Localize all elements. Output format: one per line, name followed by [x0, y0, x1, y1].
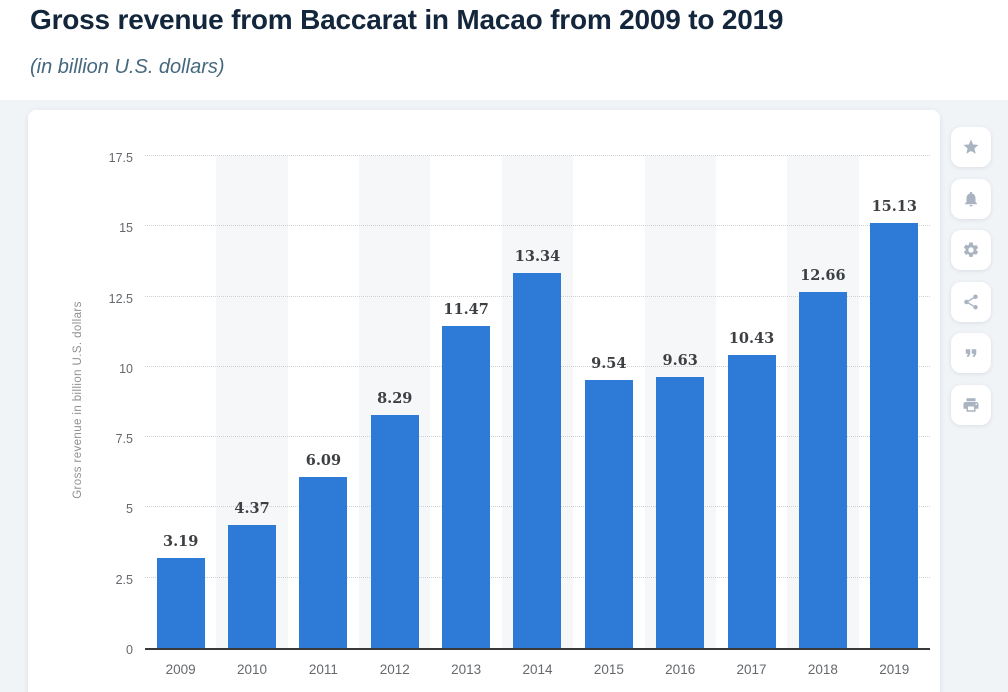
quote-icon [965, 349, 977, 357]
bar-value-label: 4.37 [234, 500, 270, 518]
star-icon [963, 139, 979, 154]
bar-value-label: 13.34 [514, 247, 561, 265]
bar-value-label: 12.66 [800, 267, 846, 285]
y-tick-label: 15 [119, 221, 133, 236]
bar-column: 15.13 [859, 130, 930, 648]
bar-2018[interactable] [798, 292, 847, 648]
bar-column: 10.43 [716, 130, 787, 648]
bar-value-label: 6.09 [305, 451, 342, 469]
bar-value-label: 15.13 [871, 197, 917, 215]
page-subtitle: (in billion U.S. dollars) [30, 56, 225, 78]
gridline [145, 155, 930, 156]
plot-area: 3.19 4.37 6.09 8.29 11.47 13.34 9.54 9.63 10.43 1… [145, 130, 930, 650]
y-tick-label: 17.5 [108, 151, 133, 165]
bar-2011[interactable] [299, 476, 348, 648]
bar-column: 4.37 [216, 130, 287, 648]
bar-value-label: 10.43 [728, 329, 775, 347]
bar-column: 6.09 [288, 130, 359, 648]
page-header: Gross revenue from Baccarat in Macao fro… [0, 0, 1008, 100]
x-tick-label: 2018 [807, 662, 838, 677]
bar-column: 3.19 [145, 130, 216, 648]
settings-button[interactable] [951, 230, 991, 270]
bars-row: 3.19 4.37 6.09 8.29 11.47 13.34 9.54 9.63 10.43 1… [145, 130, 930, 648]
share-button[interactable] [951, 282, 991, 322]
bar-2016[interactable] [656, 377, 705, 648]
x-tick-label: 2016 [665, 662, 696, 677]
bar-2014[interactable] [513, 272, 562, 648]
gridline [145, 225, 930, 227]
cite-button[interactable] [951, 333, 991, 373]
bar-2019[interactable] [870, 222, 919, 648]
bar-value-label: 11.47 [443, 300, 489, 318]
bar-value-label: 9.63 [662, 352, 698, 370]
alerts-button[interactable] [951, 179, 991, 219]
y-tick-label: 7.5 [115, 432, 133, 447]
gear-icon [963, 242, 979, 257]
x-tick-label: 2013 [451, 662, 482, 677]
bar-2010[interactable] [228, 525, 277, 648]
bar-column: 13.34 [502, 130, 573, 648]
y-tick-label: 10 [119, 361, 133, 376]
x-tick-label: 2012 [379, 662, 410, 677]
bar-column: 8.29 [359, 130, 430, 648]
bar-2013[interactable] [442, 325, 491, 648]
x-tick-label: 2011 [308, 662, 338, 677]
bar-column: 12.66 [787, 130, 858, 648]
y-axis-ticks: 0 2.5 5 7.5 10 12.5 15 17.5 [60, 130, 133, 657]
x-tick-label: 2019 [879, 662, 910, 677]
y-tick-label: 0 [126, 643, 133, 657]
bar-value-label: 9.54 [591, 354, 627, 372]
bell-icon [965, 191, 977, 207]
x-axis-labels: 2009 2010 2011 2012 2013 2014 2015 2016 2017 2018… [145, 656, 930, 677]
y-tick-label: 5 [126, 502, 133, 517]
x-tick-label: 2015 [593, 662, 624, 677]
printer-icon [963, 398, 979, 412]
x-tick-label: 2014 [522, 662, 553, 677]
share-icon [964, 294, 978, 310]
bar-value-label: 8.29 [377, 389, 413, 407]
y-tick-label: 2.5 [115, 572, 133, 587]
print-button[interactable] [951, 385, 991, 425]
x-tick-label: 2010 [237, 662, 268, 677]
bar-column: 11.47 [430, 130, 501, 648]
favorite-button[interactable] [951, 127, 991, 167]
x-tick-label: 2009 [165, 662, 196, 677]
bar-2015[interactable] [584, 379, 633, 648]
x-tick-label: 2017 [736, 662, 767, 677]
page-title: Gross revenue from Baccarat in Macao fro… [30, 4, 784, 35]
bar-2012[interactable] [370, 414, 419, 648]
bar-column: 9.54 [573, 130, 644, 648]
bar-value-label: 3.19 [163, 533, 199, 551]
bar-column: 9.63 [645, 130, 716, 648]
bar-2017[interactable] [727, 354, 776, 648]
y-tick-label: 12.5 [108, 291, 133, 306]
bar-2009[interactable] [156, 558, 205, 648]
